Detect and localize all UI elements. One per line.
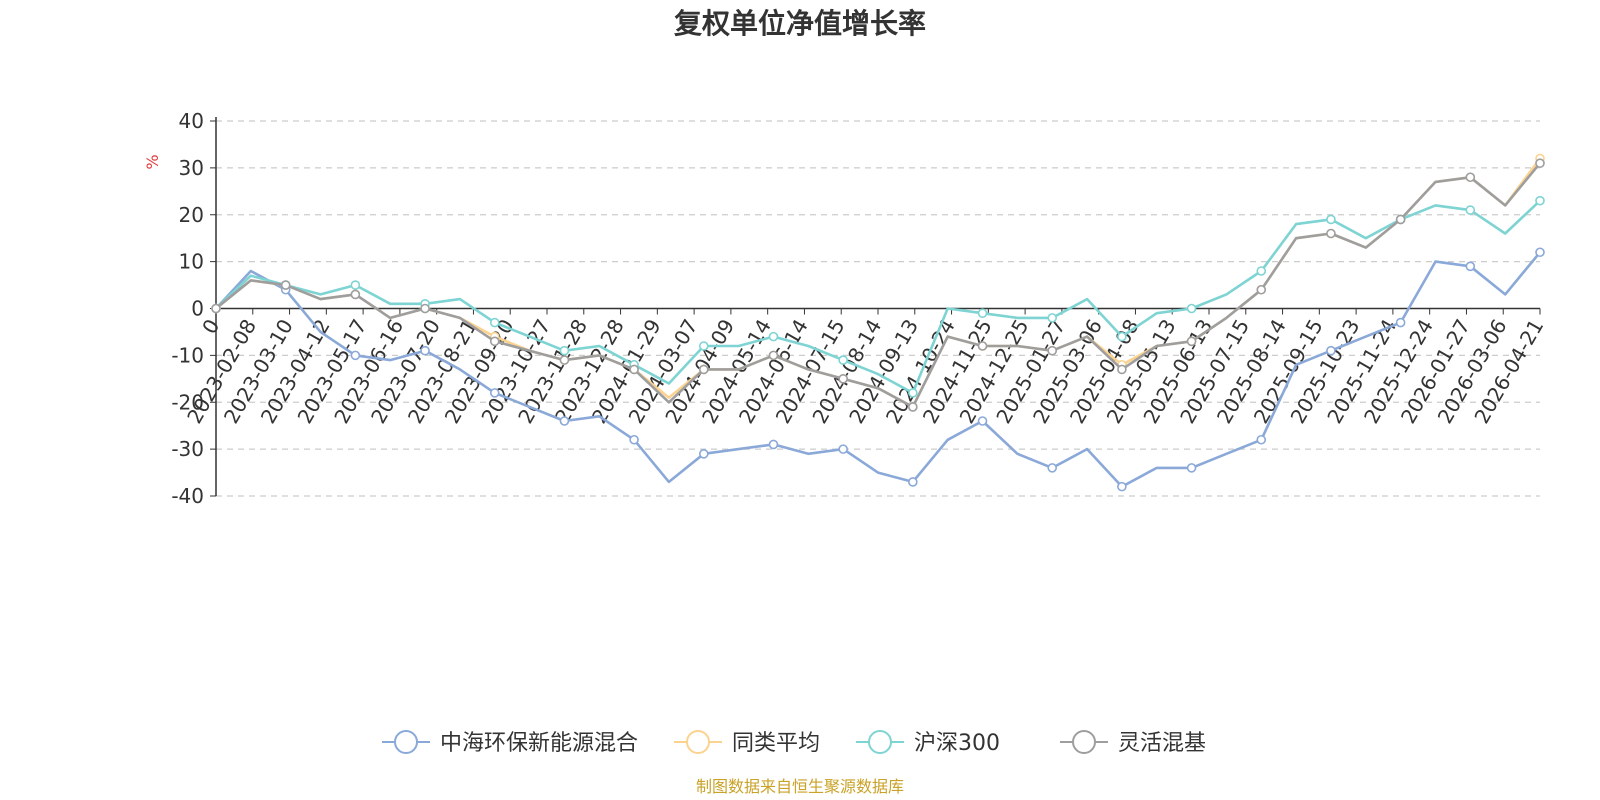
grid-lines bbox=[216, 120, 1540, 497]
legend-label: 沪深300 bbox=[914, 731, 1000, 756]
data-point bbox=[559, 416, 570, 426]
data-point bbox=[1117, 331, 1127, 342]
legend-label: 灵活混基 bbox=[1118, 731, 1206, 756]
data-point bbox=[1465, 172, 1476, 183]
data-point bbox=[559, 345, 570, 356]
y-tick-label: 30 bbox=[179, 156, 204, 180]
y-axis-unit: % bbox=[143, 154, 162, 169]
legend-marker bbox=[868, 730, 892, 754]
data-point bbox=[211, 303, 221, 314]
y-tick-label: 0 bbox=[191, 297, 204, 321]
data-point bbox=[559, 355, 570, 365]
data-point bbox=[838, 444, 848, 454]
data-point bbox=[1117, 481, 1127, 492]
legend-item: 沪深300 bbox=[856, 730, 1000, 756]
data-point bbox=[420, 345, 430, 356]
data-point bbox=[908, 388, 918, 398]
data-point bbox=[768, 439, 779, 450]
data-point bbox=[350, 280, 361, 290]
y-tick-label: -40 bbox=[171, 484, 204, 508]
data-point bbox=[489, 336, 500, 347]
data-point bbox=[698, 364, 709, 375]
data-point bbox=[280, 280, 291, 290]
data-point bbox=[1535, 195, 1545, 206]
data-point bbox=[1256, 266, 1267, 276]
data-point bbox=[1047, 313, 1058, 323]
chart-title: 复权单位净值增长率 bbox=[674, 7, 926, 40]
data-point bbox=[1256, 434, 1267, 445]
data-point bbox=[1535, 247, 1545, 258]
data-point bbox=[1395, 317, 1406, 328]
data-point bbox=[1186, 303, 1197, 314]
data-point bbox=[1047, 345, 1058, 356]
legend-item: 中海环保新能源混合 bbox=[382, 730, 638, 756]
data-point bbox=[1117, 364, 1127, 375]
series-line bbox=[215, 199, 1541, 395]
data-point bbox=[1395, 214, 1406, 225]
legend-item: 同类平均 bbox=[674, 730, 820, 756]
data-point bbox=[908, 402, 918, 412]
data-point bbox=[1326, 345, 1336, 356]
data-point bbox=[1186, 336, 1197, 347]
data-point bbox=[1326, 228, 1336, 239]
legend-marker bbox=[1072, 730, 1096, 754]
source-note: 制图数据来自恒生聚源数据库 bbox=[696, 777, 904, 796]
data-point bbox=[420, 303, 430, 314]
y-tick-label: 10 bbox=[179, 250, 204, 274]
y-tick-label: -30 bbox=[171, 437, 204, 461]
data-point bbox=[977, 341, 988, 351]
data-point bbox=[1256, 284, 1267, 295]
legend-marker bbox=[686, 730, 710, 754]
data-point bbox=[350, 350, 361, 361]
data-point bbox=[1465, 205, 1476, 215]
data-point bbox=[629, 434, 639, 445]
data-point bbox=[768, 350, 779, 361]
data-point bbox=[908, 477, 918, 487]
y-tick-label: 20 bbox=[179, 203, 204, 227]
data-point bbox=[350, 289, 361, 300]
legend-marker bbox=[394, 730, 418, 754]
data-point bbox=[698, 341, 709, 351]
data-point bbox=[489, 388, 500, 398]
data-point bbox=[1535, 158, 1545, 168]
data-point bbox=[489, 317, 500, 328]
data-point bbox=[1186, 463, 1197, 473]
data-point bbox=[977, 416, 988, 426]
data-point bbox=[1047, 463, 1058, 473]
y-tick-label: -10 bbox=[171, 343, 204, 367]
y-tick-label: 40 bbox=[179, 109, 204, 133]
legend: 中海环保新能源混合 同类平均 沪深300 灵活混基 bbox=[382, 730, 1206, 756]
data-point bbox=[768, 331, 779, 342]
data-point bbox=[698, 449, 709, 459]
data-point bbox=[838, 355, 848, 365]
data-point bbox=[1465, 261, 1476, 272]
data-point bbox=[838, 374, 848, 384]
data-point bbox=[1326, 214, 1336, 225]
series-lines bbox=[211, 153, 1545, 492]
series-3 bbox=[211, 158, 1545, 412]
legend-label: 中海环保新能源混合 bbox=[440, 731, 638, 756]
data-point bbox=[629, 364, 639, 375]
series-line bbox=[215, 162, 1542, 409]
series-line bbox=[215, 251, 1542, 488]
data-point bbox=[977, 308, 988, 318]
x-tick-label: 0 bbox=[197, 315, 224, 338]
legend-label: 同类平均 bbox=[732, 731, 820, 756]
legend-item: 灵活混基 bbox=[1060, 730, 1206, 756]
y-tick-label: -20 bbox=[171, 390, 204, 414]
